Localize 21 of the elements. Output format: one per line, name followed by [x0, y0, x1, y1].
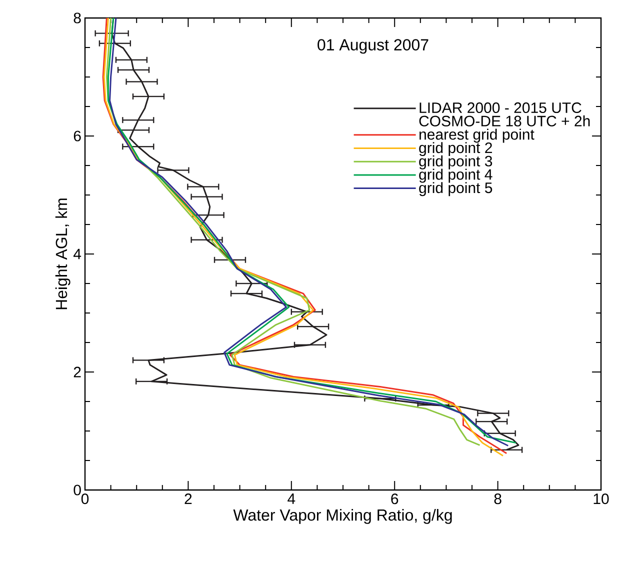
- text: 01 August 2007: [318, 39, 428, 54]
- legend-label: grid point 4: [419, 168, 492, 183]
- x-tick-label: 2: [184, 494, 192, 504]
- y-tick-label: 2: [74, 366, 81, 378]
- x-tick-label: 4: [288, 494, 296, 504]
- y-tick-label: 4: [73, 248, 82, 260]
- x-tick-label: 8: [494, 494, 502, 504]
- y-tick-label: 8: [74, 12, 81, 24]
- legend-label: LIDAR 2000 - 2015 UTC: [420, 102, 582, 114]
- legend-label: nearest grid point: [420, 128, 534, 143]
- legend-label: grid point 2: [419, 142, 492, 156]
- x-tick-label: 10: [594, 494, 609, 504]
- y-axis-title: Height AGL, km: [55, 198, 70, 310]
- x-tick-label: 0: [81, 494, 89, 504]
- legend-label: grid point 5: [419, 182, 492, 196]
- y-tick-label: 6: [74, 130, 81, 142]
- x-tick-label: 6: [391, 494, 398, 504]
- legend-label: grid point 3: [419, 155, 492, 170]
- legend-title: COSMO-DE 18 UTC + 2h: [419, 115, 590, 126]
- y-tick-label: 0: [74, 484, 81, 496]
- x-axis-title: Water Vapor Mixing Ratio, g/kg: [233, 508, 452, 524]
